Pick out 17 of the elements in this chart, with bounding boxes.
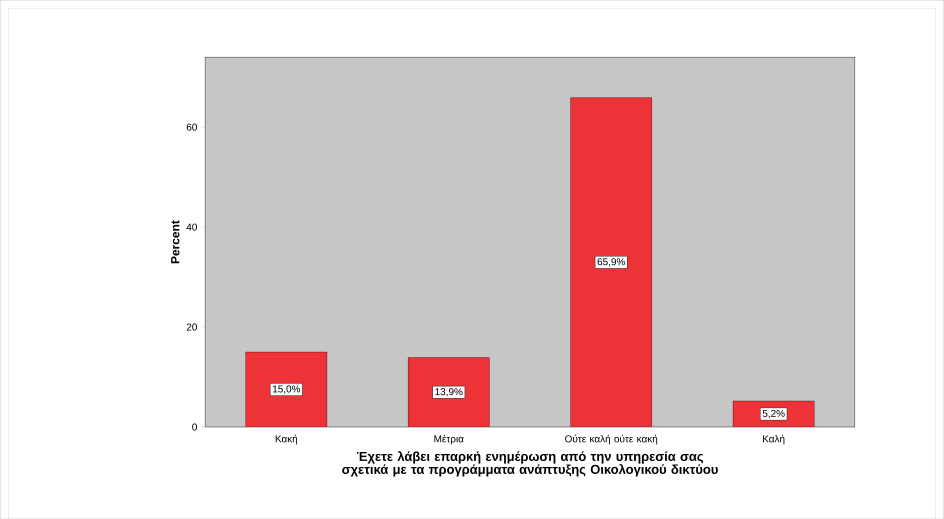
data-label: 13,9% xyxy=(435,388,463,396)
bar xyxy=(570,97,652,427)
x-tick-label: Μέτρια xyxy=(434,434,464,444)
data-label: 65,9% xyxy=(598,258,625,266)
y-tick-label: 60 xyxy=(186,124,197,131)
x-axis-title: Έχετε λάβει επαρκή ενημέρωση από την υπηρεσία σας σχετικά με τα προγράμματα ανάπτυξης Οικολογικού δικτύου xyxy=(342,451,718,476)
bar xyxy=(408,357,490,427)
y-tick-label: 40 xyxy=(186,223,197,231)
x-tick-label: Κακή xyxy=(276,434,298,444)
y-axis-title: Percent xyxy=(171,220,180,264)
x-tick-label: Ούτε καλή ούτε κακή xyxy=(565,434,658,444)
data-label: 15,0% xyxy=(272,385,300,394)
y-tick-label: 0 xyxy=(192,423,197,430)
data-label: 5,2% xyxy=(762,410,785,418)
y-tick-label: 20 xyxy=(186,323,197,330)
bar xyxy=(246,352,328,427)
x-tick-label: Καλή xyxy=(763,434,784,444)
